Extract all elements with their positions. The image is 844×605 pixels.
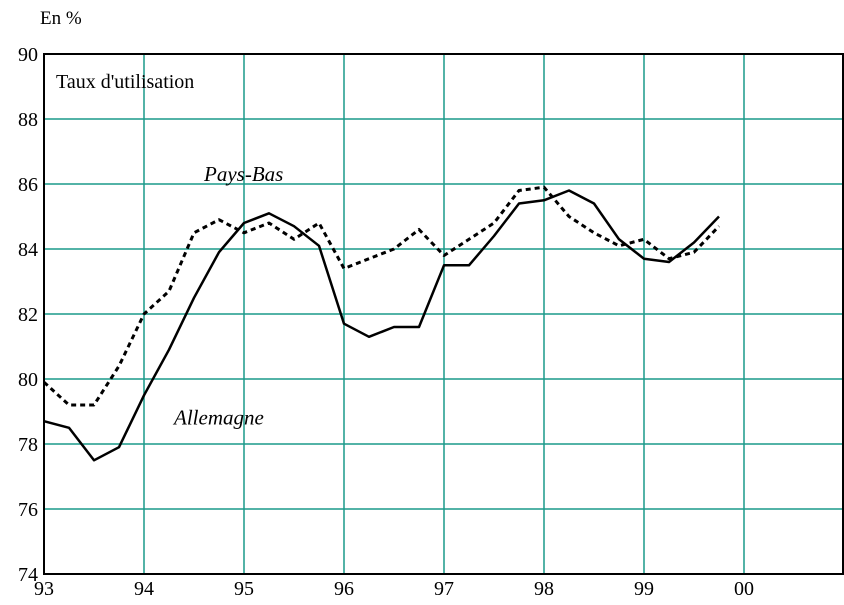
y-tick-label: 76 xyxy=(18,499,38,521)
series-label-allemagne: Allemagne xyxy=(172,406,264,430)
x-tick-label: 95 xyxy=(234,578,254,600)
series-line-allemagne xyxy=(43,189,720,462)
chart-title: Taux d'utilisation xyxy=(56,71,194,93)
x-tick-label: 99 xyxy=(634,578,654,600)
y-axis-ticks: 74 76 78 80 82 84 86 88 90 xyxy=(18,44,38,586)
y-tick-label: 90 xyxy=(18,44,38,66)
x-tick-label: 98 xyxy=(534,578,554,600)
x-tick-label: 96 xyxy=(334,578,354,600)
grid xyxy=(44,54,844,574)
x-tick-label: 97 xyxy=(434,578,454,600)
y-tick-label: 86 xyxy=(18,174,38,196)
y-tick-label: 82 xyxy=(18,304,38,326)
y-tick-label: 74 xyxy=(18,564,38,586)
y-tick-label: 88 xyxy=(18,109,38,131)
x-tick-label: 00 xyxy=(734,578,754,600)
x-tick-label: 94 xyxy=(134,578,154,600)
x-tick-label: 93 xyxy=(34,578,54,600)
series-line-pays-bas xyxy=(42,185,721,407)
unit-label: En % xyxy=(40,8,82,29)
series-label-pays-bas: Pays-Bas xyxy=(203,162,283,186)
y-tick-label: 80 xyxy=(18,369,38,391)
y-tick-label: 78 xyxy=(18,434,38,456)
x-axis-ticks: 93 94 95 96 97 98 99 00 xyxy=(34,578,754,600)
plot-frame xyxy=(43,53,844,575)
series-lines xyxy=(42,185,721,462)
y-tick-label: 84 xyxy=(18,239,38,261)
